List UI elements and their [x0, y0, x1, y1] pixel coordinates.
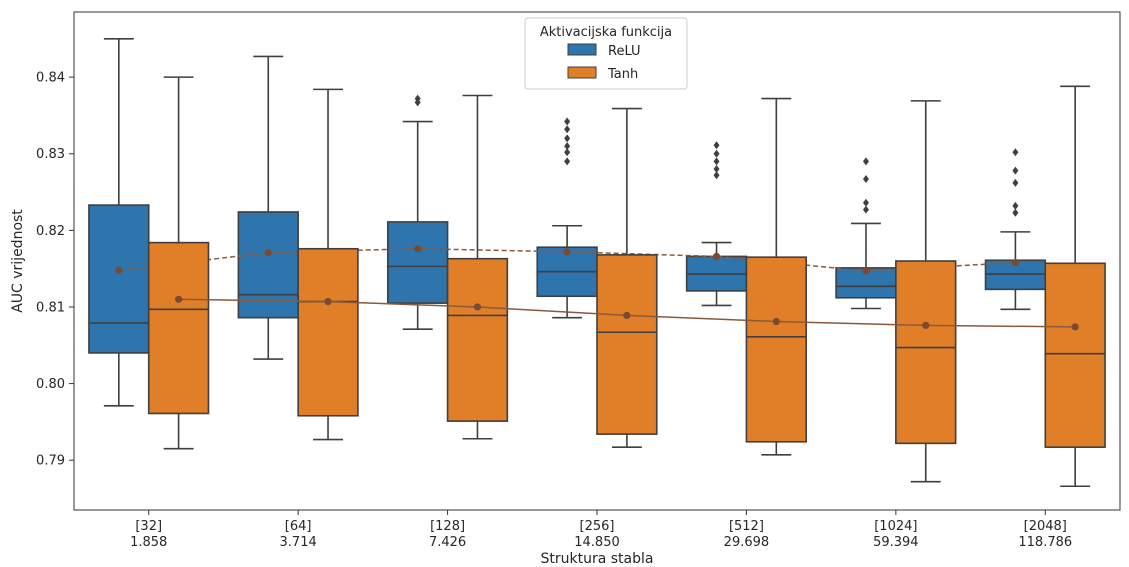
box-tanh-5	[895, 100, 957, 483]
mean-point-relu	[862, 267, 870, 275]
box-relu-5	[835, 157, 897, 310]
outlier-point	[1012, 208, 1019, 217]
y-tick-label: 0.80	[36, 377, 65, 392]
outlier-point	[564, 142, 571, 151]
outlier-point	[564, 125, 571, 134]
mean-point-tanh	[922, 321, 930, 329]
box-tanh-6	[1044, 85, 1106, 488]
outlier-point	[713, 171, 720, 180]
outlier-point	[713, 165, 720, 174]
x-tick-sublabel: 118.786	[1018, 535, 1072, 550]
iqr-box	[446, 257, 509, 422]
outlier-point	[1012, 178, 1019, 187]
box-relu-4	[685, 141, 748, 307]
legend-swatch-tanh	[567, 66, 597, 79]
x-tick-label: [512]	[729, 519, 764, 534]
y-tick-label: 0.79	[36, 454, 65, 469]
outlier-point	[1012, 148, 1019, 157]
outlier-point	[564, 117, 571, 126]
x-tick-label: [64]	[285, 519, 312, 534]
box-tanh-0	[147, 76, 210, 450]
mean-point-tanh	[772, 317, 780, 326]
mean-point-relu	[563, 248, 571, 256]
box-relu-0	[88, 38, 150, 407]
iqr-box	[237, 211, 299, 319]
iqr-box	[88, 204, 150, 354]
chart-marks	[88, 38, 1106, 488]
box-tanh-3	[596, 107, 658, 448]
iqr-box	[745, 256, 808, 443]
x-tick-sublabel: 7.426	[429, 535, 466, 550]
mean-point-relu	[414, 245, 422, 253]
legend-frame	[524, 17, 688, 90]
x-tick-sublabel: 14.850	[574, 535, 620, 550]
x-tick-sublabel: 29.698	[724, 535, 770, 550]
legend: Aktivacijska funkcija ReLU Tanh	[524, 17, 688, 90]
x-tick-sublabel: 1.858	[130, 535, 167, 550]
x-tick-label: [128]	[430, 519, 465, 534]
box-tanh-4	[745, 97, 808, 456]
mean-point-tanh	[623, 311, 631, 319]
outlier-point	[414, 94, 421, 103]
y-tick-label: 0.82	[36, 224, 65, 239]
iqr-box	[147, 241, 210, 415]
mean-point-relu	[264, 248, 272, 257]
y-axis-title: AUC vrijednost	[10, 209, 26, 313]
legend-label-tanh: Tanh	[607, 67, 638, 82]
mean-point-tanh	[473, 303, 482, 311]
outlier-point	[862, 198, 869, 207]
iqr-box	[386, 221, 449, 304]
iqr-box	[596, 254, 658, 435]
outlier-point	[862, 205, 869, 214]
outlier-point	[713, 157, 720, 166]
legend-label-relu: ReLU	[608, 44, 641, 59]
mean-point-relu	[115, 266, 123, 274]
iqr-box	[1044, 262, 1106, 448]
x-tick-label: [32]	[135, 519, 162, 534]
outlier-point	[862, 175, 869, 184]
x-tick-label: [256]	[580, 519, 615, 534]
iqr-box	[895, 260, 957, 445]
legend-swatch-relu	[567, 43, 597, 56]
mean-point-tanh	[324, 298, 332, 306]
outlier-point	[564, 157, 571, 166]
y-axis: 0.79 0.80 0.81 0.82 0.83 0.84	[36, 71, 74, 469]
outlier-point	[862, 157, 869, 166]
x-tick-sublabel: 59.394	[873, 535, 919, 550]
iqr-box	[835, 267, 897, 299]
x-tick-label: [2048]	[1024, 519, 1067, 534]
mean-point-tanh	[175, 295, 183, 303]
outlier-point	[564, 148, 571, 157]
x-axis: [32]1.858 [64]3.714 [128]7.426 [256]14.850 […	[130, 510, 1072, 550]
x-axis-title: Struktura stabla	[541, 551, 654, 567]
box-tanh-1	[297, 88, 359, 441]
outlier-point	[1012, 201, 1019, 210]
x-tick-label: [1024]	[874, 519, 917, 534]
outlier-point	[713, 141, 720, 150]
box-tanh-2	[446, 94, 509, 440]
mean-point-tanh	[1071, 323, 1079, 331]
mean-point-relu	[1011, 258, 1020, 267]
box-relu-2	[386, 94, 449, 330]
iqr-box	[297, 247, 359, 417]
outlier-point	[1012, 166, 1019, 175]
outlier-point	[713, 149, 720, 158]
y-tick-label: 0.81	[36, 300, 65, 315]
y-tick-label: 0.83	[36, 147, 65, 162]
x-tick-sublabel: 3.714	[280, 535, 317, 550]
outlier-point	[564, 134, 571, 143]
legend-title: Aktivacijska funkcija	[540, 25, 672, 40]
y-tick-label: 0.84	[36, 71, 65, 86]
mean-point-relu	[712, 252, 721, 261]
